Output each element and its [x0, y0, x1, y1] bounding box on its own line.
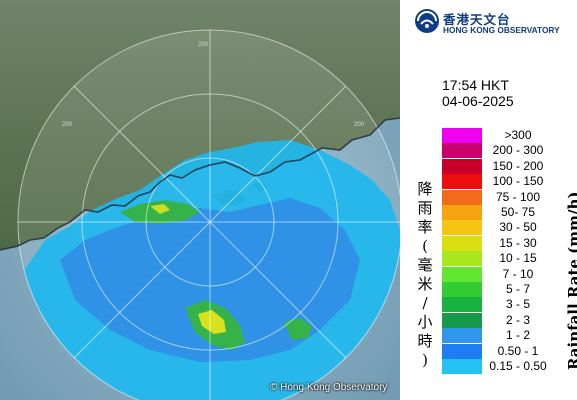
rain-echo-layer [18, 140, 400, 400]
hko-logo-icon [415, 9, 439, 33]
legend-range-label: 15 - 30 [499, 235, 537, 250]
legend-swatch [442, 220, 482, 236]
rain-area-heavy-east [284, 318, 312, 340]
rain-area-intense [198, 310, 226, 334]
legend-range-label: 30 - 50 [499, 220, 537, 235]
legend-swatch [442, 328, 482, 344]
legend-title-en: Rainfall Rate (mm/h) [565, 191, 577, 370]
legend-range-label: 1 - 2 [505, 328, 530, 343]
legend-swatch [442, 312, 482, 328]
legend-range-label: 5 - 7 [505, 282, 530, 296]
land-mass [0, 0, 400, 250]
legend-swatch [442, 266, 482, 282]
legend-range-label: 75 - 100 [495, 189, 541, 204]
org-name-en: HONG KONG OBSERVATORY [443, 25, 560, 35]
legend-swatch [442, 128, 482, 143]
range-rings [17, 29, 400, 400]
legend-range-label: 100 - 150 [492, 174, 544, 189]
legend-range-label: 10 - 15 [499, 251, 537, 266]
legend-swatch [442, 235, 482, 251]
legend-range-label: 0.50 - 1 [497, 343, 539, 358]
legend-swatch [442, 359, 482, 374]
rain-area-intense-north [150, 204, 170, 214]
radar-map-svg: 200 200 200 [0, 0, 400, 400]
legend-swatch [442, 189, 482, 205]
legend-swatch [442, 143, 482, 159]
legend-range-label: 3 - 5 [505, 297, 530, 312]
legend-range-label: 50- 75 [500, 205, 536, 219]
range-ring-label-west: 200 [62, 122, 73, 128]
legend-range-label: >300 [504, 128, 532, 142]
range-ring-label-east: 200 [354, 122, 365, 128]
range-ring-label-north: 200 [198, 42, 209, 48]
legend-swatch [442, 174, 482, 190]
legend-swatch [442, 205, 482, 220]
legend-swatch [442, 297, 482, 313]
legend-swatch [442, 251, 482, 267]
coastline [0, 117, 400, 251]
legend-range-label: 0.15 - 0.50 [489, 359, 547, 373]
copyright-text: © Hong Kong Observatory [270, 382, 388, 393]
hko-logo[interactable]: 香港天文台 HONG KONG OBSERVATORY [414, 8, 574, 38]
legend-range-label: 200 - 300 [492, 143, 544, 158]
radar-map[interactable]: 200 200 200 © Hong Kong Observatory [0, 0, 400, 400]
legend-swatch [442, 343, 482, 359]
observation-date: 04-06-2025 [442, 93, 514, 109]
observation-time: 17:54 HKT [442, 77, 509, 93]
legend-range-label: 7 - 10 [502, 266, 534, 281]
legend-range-label: 2 - 3 [505, 312, 530, 327]
legend-title-cn: 降雨率(毫米 / 小時) [417, 180, 433, 369]
legend-range-label: 150 - 200 [492, 158, 544, 173]
legend-swatch [442, 282, 482, 297]
org-name-cn: 香港天文台 [443, 12, 511, 27]
legend-panel: 香港天文台 HONG KONG OBSERVATORY 17:54 HKT 04… [400, 0, 577, 400]
legend-swatch [442, 158, 482, 174]
